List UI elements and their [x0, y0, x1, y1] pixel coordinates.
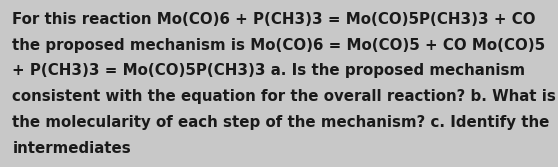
Text: For this reaction Mo(CO)6 + P(CH3)3 = Mo(CO)5P(CH3)3 + CO: For this reaction Mo(CO)6 + P(CH3)3 = Mo… [12, 12, 536, 27]
Text: the proposed mechanism is Mo(CO)6 = Mo(CO)5 + CO Mo(CO)5: the proposed mechanism is Mo(CO)6 = Mo(C… [12, 38, 545, 53]
Text: + P(CH3)3 = Mo(CO)5P(CH3)3 a. Is the proposed mechanism: + P(CH3)3 = Mo(CO)5P(CH3)3 a. Is the pro… [12, 63, 526, 78]
Text: intermediates: intermediates [12, 141, 131, 156]
Text: consistent with the equation for the overall reaction? b. What is: consistent with the equation for the ove… [12, 89, 556, 104]
Text: the molecularity of each step of the mechanism? c. Identify the: the molecularity of each step of the mec… [12, 115, 550, 130]
